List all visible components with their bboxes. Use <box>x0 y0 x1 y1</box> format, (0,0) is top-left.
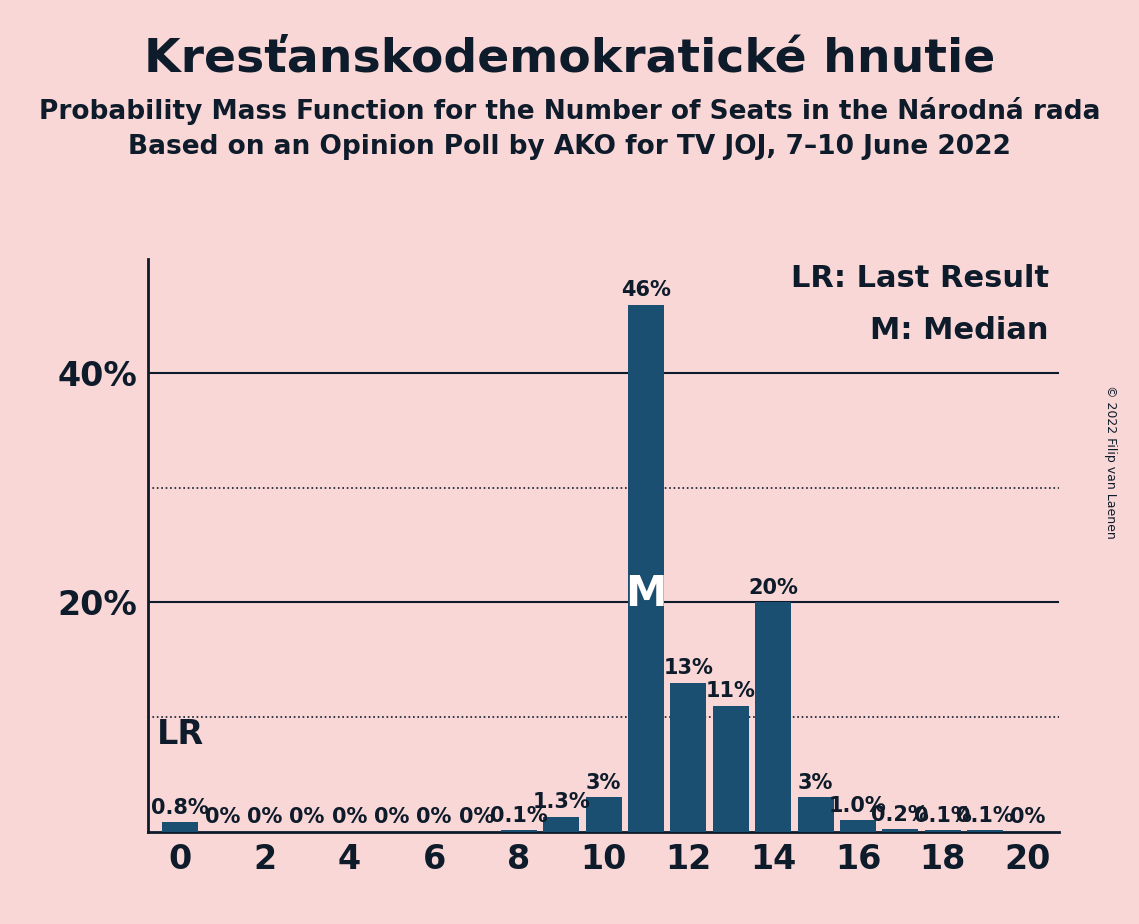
Bar <box>883 830 918 832</box>
Text: 3%: 3% <box>585 772 622 793</box>
Text: 0%: 0% <box>247 807 282 827</box>
Text: Probability Mass Function for the Number of Seats in the Národná rada: Probability Mass Function for the Number… <box>39 97 1100 125</box>
Text: M: Median: M: Median <box>870 316 1049 345</box>
Bar <box>501 831 536 832</box>
Bar <box>628 305 664 832</box>
Text: 3%: 3% <box>798 772 834 793</box>
Bar <box>925 831 960 832</box>
Text: 0.1%: 0.1% <box>490 806 548 826</box>
Bar <box>713 706 748 832</box>
Text: Based on an Opinion Poll by AKO for TV JOJ, 7–10 June 2022: Based on an Opinion Poll by AKO for TV J… <box>128 134 1011 160</box>
Text: 0%: 0% <box>374 807 409 827</box>
Text: Kresťanskodemokratické hnutie: Kresťanskodemokratické hnutie <box>144 37 995 82</box>
Text: LR: LR <box>156 718 204 750</box>
Bar <box>671 683 706 832</box>
Text: 1.0%: 1.0% <box>829 796 887 816</box>
Text: 0%: 0% <box>417 807 452 827</box>
Text: LR: Last Result: LR: Last Result <box>790 264 1049 294</box>
Text: M: M <box>625 574 666 615</box>
Bar <box>585 797 622 832</box>
Bar <box>839 821 876 832</box>
Text: 0.1%: 0.1% <box>913 806 972 826</box>
Text: 0%: 0% <box>205 807 240 827</box>
Bar <box>543 817 580 832</box>
Text: 1.3%: 1.3% <box>532 792 590 812</box>
Bar <box>797 797 834 832</box>
Text: 0.8%: 0.8% <box>151 797 208 818</box>
Bar <box>162 822 198 832</box>
Text: 0%: 0% <box>459 807 494 827</box>
Text: © 2022 Filip van Laenen: © 2022 Filip van Laenen <box>1104 385 1117 539</box>
Bar <box>755 602 792 832</box>
Text: 0%: 0% <box>331 807 367 827</box>
Text: 0.2%: 0.2% <box>871 805 929 825</box>
Text: 13%: 13% <box>664 658 713 678</box>
Text: 0%: 0% <box>289 807 325 827</box>
Text: 11%: 11% <box>706 681 756 701</box>
Text: 0%: 0% <box>1010 807 1046 827</box>
Bar <box>967 831 1003 832</box>
Text: 20%: 20% <box>748 578 798 598</box>
Text: 0.1%: 0.1% <box>957 806 1014 826</box>
Text: 46%: 46% <box>621 280 671 300</box>
